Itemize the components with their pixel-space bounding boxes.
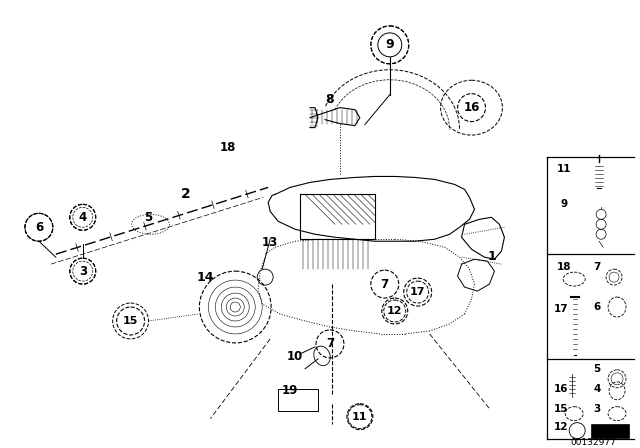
- Text: 5: 5: [593, 364, 601, 374]
- Text: 4: 4: [593, 384, 601, 394]
- Text: 14: 14: [196, 271, 214, 284]
- Text: 17: 17: [554, 304, 568, 314]
- Text: 3: 3: [79, 265, 87, 278]
- Text: 9: 9: [561, 199, 568, 209]
- Text: 7: 7: [593, 262, 601, 272]
- Text: 5: 5: [145, 211, 153, 224]
- Text: 6: 6: [35, 221, 43, 234]
- Text: 10: 10: [287, 350, 303, 363]
- Text: 9: 9: [385, 39, 394, 52]
- Text: 12: 12: [554, 422, 568, 431]
- Text: 11: 11: [352, 412, 367, 422]
- Text: 18: 18: [220, 141, 236, 154]
- Text: 16: 16: [554, 384, 568, 394]
- Text: 15: 15: [123, 316, 138, 326]
- Text: 18: 18: [557, 262, 572, 272]
- Text: 11: 11: [557, 164, 572, 174]
- Text: 15: 15: [554, 404, 568, 414]
- Text: 00132977: 00132977: [570, 438, 616, 447]
- FancyBboxPatch shape: [591, 424, 629, 438]
- Text: 6: 6: [593, 302, 601, 312]
- Text: 7: 7: [326, 337, 334, 350]
- Text: 4: 4: [79, 211, 87, 224]
- Text: 13: 13: [262, 236, 278, 249]
- Text: 17: 17: [410, 287, 426, 297]
- Text: 1: 1: [487, 250, 496, 263]
- Text: 8: 8: [326, 93, 334, 106]
- Text: 16: 16: [463, 101, 480, 114]
- Text: 19: 19: [282, 384, 298, 397]
- Text: 7: 7: [381, 278, 389, 291]
- Text: 2: 2: [180, 187, 190, 202]
- Text: 12: 12: [387, 306, 403, 316]
- Text: 3: 3: [593, 404, 601, 414]
